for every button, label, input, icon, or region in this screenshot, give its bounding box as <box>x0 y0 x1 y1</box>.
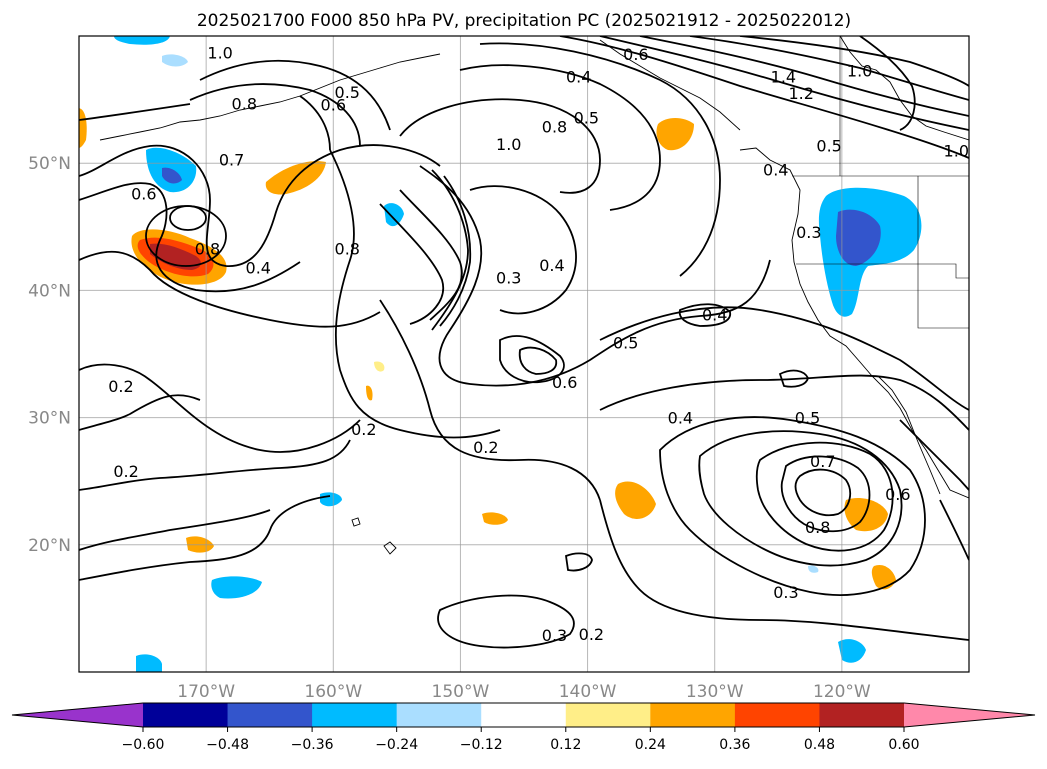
lon-tick-label: 140°W <box>559 682 617 702</box>
contour-label: 1.2 <box>788 84 813 103</box>
lat-tick-label: 20°N <box>28 536 71 556</box>
colorbar-tick-label: 0.36 <box>719 737 750 753</box>
contour-label: 0.3 <box>496 269 521 288</box>
contour-label: 0.6 <box>623 45 648 64</box>
colorbar-tick-label: −0.48 <box>206 737 249 753</box>
colorbar-extend-high <box>904 703 1035 727</box>
chart-title: 2025021700 F000 850 hPa PV, precipitatio… <box>197 11 851 31</box>
negative-anomaly-area <box>838 639 866 663</box>
positive-anomaly-area <box>374 361 385 372</box>
contour-label: 0.2 <box>473 438 498 457</box>
contour-label: 0.5 <box>816 136 841 155</box>
positive-anomaly-area <box>366 385 373 401</box>
contour-label: 0.4 <box>246 259 271 278</box>
colorbar-segment <box>565 703 651 727</box>
lat-tick-label: 50°N <box>28 154 71 174</box>
latitude-tick-labels: 20°N 30°N 40°N 50°N <box>28 154 71 556</box>
colorbar-segment <box>227 703 313 727</box>
contour-label: 0.4 <box>566 68 591 87</box>
contour-label: 1.0 <box>207 44 232 63</box>
colorbar-tick-label: −0.36 <box>291 737 334 753</box>
contour-label: 0.4 <box>539 256 564 275</box>
lon-tick-label: 160°W <box>304 682 362 702</box>
map-frame <box>78 35 970 673</box>
colorbar-tick-label: −0.12 <box>460 737 503 753</box>
contour-label: 0.4 <box>668 409 693 428</box>
negative-anomaly-area <box>808 565 819 573</box>
contour-label: 1.0 <box>944 141 969 160</box>
contour-label: 1.0 <box>847 61 872 80</box>
negative-anomaly-area <box>384 203 404 227</box>
positive-anomaly-area <box>150 243 201 270</box>
contour-label: 0.8 <box>805 518 830 537</box>
contour-label: 0.3 <box>796 223 821 242</box>
lon-tick-label: 150°W <box>432 682 490 702</box>
contour-label: 0.3 <box>542 626 567 645</box>
longitude-tick-labels: 170°W 160°W 150°W 140°W 130°W 120°W <box>177 682 871 702</box>
map-plot-area: 1.00.80.50.60.70.60.80.40.80.40.8 0.51.00… <box>79 36 969 672</box>
political-borders <box>792 36 969 329</box>
contour-label: 0.4 <box>763 161 788 180</box>
lon-tick-label: 130°W <box>686 682 744 702</box>
colorbar-tick-label: 0.12 <box>550 737 581 753</box>
colorbar-segment <box>312 703 398 727</box>
contour-label: 0.3 <box>773 583 798 602</box>
negative-anomaly-area <box>211 576 262 599</box>
colorbar-segment <box>143 703 229 727</box>
contour-label: 0.8 <box>195 239 220 258</box>
contour-label: 0.2 <box>108 377 133 396</box>
colorbar-segment <box>481 703 567 727</box>
contour-label: 0.6 <box>131 185 156 204</box>
negative-anomaly-area <box>162 167 182 184</box>
negative-anomaly-area <box>836 209 881 266</box>
colorbar: −0.60 −0.48 −0.36 −0.24 −0.12 0.12 0.24 0.36 0.4… <box>11 702 1036 753</box>
negative-anomaly-area <box>114 36 170 45</box>
contour-label: 0.8 <box>542 117 567 136</box>
pv-contours <box>79 36 969 649</box>
contour-labels: 1.00.80.50.60.70.60.80.40.80.40.8 0.51.00… <box>108 44 969 646</box>
positive-anomaly-area <box>844 497 888 532</box>
positive-anomaly-area <box>79 108 87 148</box>
contour-label: 0.2 <box>113 462 138 481</box>
colorbar-segment <box>650 703 736 727</box>
lat-tick-label: 40°N <box>28 281 71 301</box>
positive-anomaly-area <box>656 118 694 151</box>
lon-tick-label: 120°W <box>813 682 871 702</box>
negative-anomaly-area <box>136 654 162 672</box>
positive-anomaly-area <box>482 512 508 525</box>
positive-anomaly-area <box>615 481 656 519</box>
contour-label: 0.8 <box>335 239 360 258</box>
colorbar-segment <box>819 703 905 727</box>
contour-label: 0.5 <box>574 108 599 127</box>
colorbar-tick-label: 0.60 <box>888 737 919 753</box>
contour-label: 0.6 <box>885 485 910 504</box>
contour-label: 0.6 <box>321 96 346 115</box>
contour-label: 0.2 <box>351 420 376 439</box>
colorbar-tick-label: −0.60 <box>122 737 165 753</box>
contour-label: 0.7 <box>219 150 244 169</box>
contour-label: 0.5 <box>335 83 360 102</box>
colorbar-segment <box>396 703 482 727</box>
colorbar-extend-low <box>12 703 143 727</box>
positive-anomaly-area <box>871 564 896 590</box>
contour-label: 0.4 <box>702 306 727 325</box>
contour-label: 0.6 <box>552 373 577 392</box>
contour-label: 0.5 <box>795 409 820 428</box>
contour-label: 0.2 <box>579 625 604 644</box>
contour-label: 1.0 <box>496 135 521 154</box>
colorbar-tick-label: −0.24 <box>375 737 418 753</box>
lon-tick-label: 170°W <box>177 682 235 702</box>
colorbar-segment <box>734 703 820 727</box>
negative-anomaly-area <box>162 54 188 67</box>
lat-tick-label: 30°N <box>28 409 71 429</box>
contour-label: 0.5 <box>613 334 638 353</box>
contour-label: 0.7 <box>810 452 835 471</box>
colorbar-tick-label: 0.48 <box>804 737 835 753</box>
colorbar-tick-label: 0.24 <box>635 737 666 753</box>
contour-label: 0.8 <box>232 94 257 113</box>
contour-label: 1.4 <box>771 68 796 87</box>
precipitation-shading <box>79 36 922 672</box>
